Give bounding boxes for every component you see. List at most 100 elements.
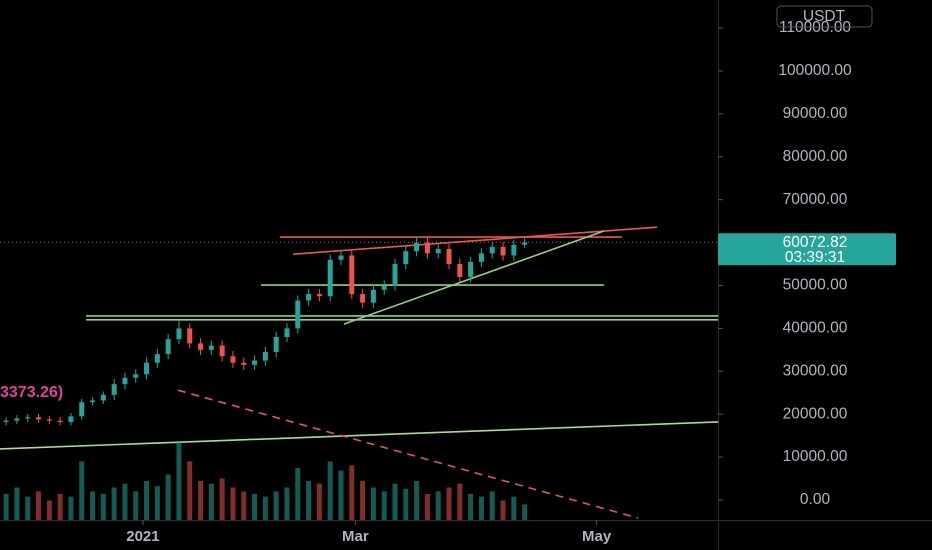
x-tick-label: Mar — [342, 528, 369, 545]
volume-bar — [273, 491, 279, 520]
volume-bar — [262, 496, 268, 520]
x-tick-label: May — [582, 528, 612, 545]
drawings — [0, 226, 719, 519]
volume-bar — [90, 491, 96, 520]
y-tick-label: 10000.00 — [783, 448, 848, 465]
candle-body — [111, 384, 117, 395]
candle-body — [79, 402, 85, 417]
y-tick-label: 30000.00 — [783, 362, 848, 379]
candle-body — [316, 294, 322, 297]
volume-bar — [111, 487, 117, 520]
candle-body — [478, 253, 484, 262]
y-tick-label: 50000.00 — [783, 277, 848, 294]
candle-body — [46, 419, 52, 421]
candle-body — [122, 377, 128, 385]
volume-bar — [165, 474, 171, 520]
volume-bar — [252, 494, 258, 520]
volume-bar — [133, 491, 139, 520]
volume-bar — [208, 483, 214, 520]
volume-bar — [230, 487, 236, 520]
candle-body — [68, 416, 74, 422]
volume-bar — [25, 496, 31, 520]
last-price-tag — [718, 233, 896, 266]
volume-bar — [36, 491, 42, 520]
currency-box[interactable] — [776, 5, 873, 28]
y-tick-label: 40000.00 — [783, 319, 848, 336]
candle-body — [457, 264, 463, 277]
y-tick-label: 100000.00 — [778, 62, 852, 79]
volume-bar — [360, 481, 366, 520]
candle-body — [144, 362, 150, 375]
last-price-label: 60072.82 — [783, 234, 848, 251]
trend-line — [343, 230, 605, 325]
candle-body — [100, 394, 106, 401]
candle-body — [489, 246, 495, 254]
candle-body — [392, 264, 398, 286]
volume-bar — [338, 470, 344, 520]
volume-bar — [122, 483, 128, 520]
y-tick-label: 110000.00 — [779, 19, 851, 36]
volume-bar — [144, 481, 150, 520]
y-tick-label: 0.00 — [800, 491, 831, 508]
volume-bar — [349, 465, 355, 520]
countdown: 03:39:31 — [785, 249, 845, 266]
volume-bar — [284, 487, 290, 520]
volume-bar — [381, 491, 387, 520]
currency: USDT — [803, 8, 846, 25]
candle-body — [360, 294, 366, 303]
volume-bar — [457, 483, 463, 520]
candle-body — [154, 354, 160, 363]
volume-bar — [306, 481, 312, 520]
volume-bar — [3, 494, 9, 520]
candle-body — [295, 300, 301, 329]
volume-bar — [198, 481, 204, 520]
candle-body — [370, 289, 376, 303]
volume-bar — [327, 461, 333, 520]
candle-body — [511, 244, 517, 256]
candle-body — [198, 343, 204, 350]
volume-bar — [14, 487, 20, 520]
volume-bar — [489, 491, 495, 520]
volume-bar — [500, 500, 506, 520]
candle-body — [219, 345, 225, 357]
volume-bar — [370, 487, 376, 520]
indicator-label: 3373.26) — [0, 384, 63, 401]
candle-body — [468, 261, 474, 277]
trend-line — [177, 389, 639, 519]
candle-body — [25, 417, 31, 419]
candle-body — [446, 249, 452, 265]
volume-bar — [478, 496, 484, 520]
candle-body — [36, 417, 42, 420]
volume-bar — [57, 494, 63, 520]
volume-bar — [187, 461, 193, 520]
candle-body — [230, 356, 236, 363]
candle-body — [435, 249, 441, 254]
candle-body — [262, 351, 268, 361]
volume-bar — [79, 461, 85, 520]
x-tick-label: 2021 — [126, 528, 159, 545]
candle-body — [381, 285, 387, 290]
y-tick-label: 80000.00 — [783, 148, 848, 165]
candle-body — [414, 242, 420, 252]
volume-bar — [100, 494, 106, 520]
volume-bar — [522, 504, 528, 520]
volume-bar — [414, 481, 420, 520]
volume-bar — [46, 500, 52, 520]
trend-line — [293, 226, 658, 255]
candle-body — [14, 418, 20, 421]
candle-body — [133, 374, 139, 378]
volume-bar — [403, 488, 409, 520]
volume-bar — [176, 442, 182, 520]
candle-body — [3, 420, 9, 422]
candle-body — [338, 255, 344, 260]
candle-body — [327, 259, 333, 297]
y-tick-label: 90000.00 — [783, 105, 848, 122]
candle-body — [522, 242, 528, 245]
volume-bar — [219, 478, 225, 520]
volume — [3, 442, 528, 520]
candle-body — [57, 420, 63, 422]
volume-bar — [316, 483, 322, 520]
candle-body — [284, 328, 290, 337]
